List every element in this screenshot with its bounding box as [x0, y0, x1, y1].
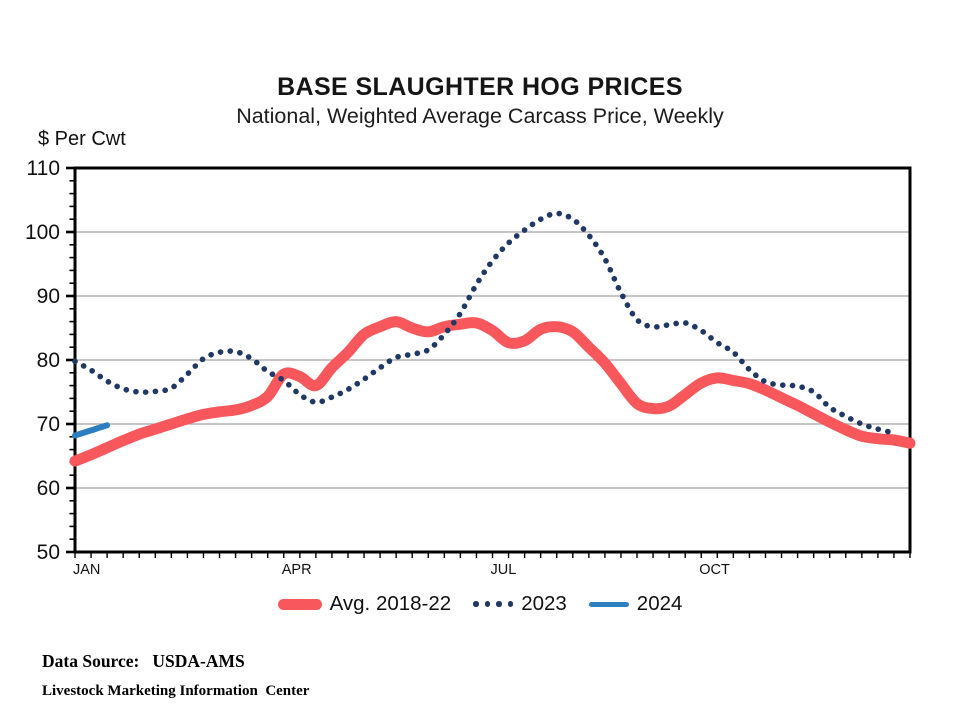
- legend-item-avg-2018-22: Avg. 2018-22: [277, 592, 452, 616]
- footer-organization: Livestock Marketing Information Center: [42, 683, 310, 699]
- x-tick-label-OCT: OCT: [699, 562, 730, 578]
- 2023-dotted-line-marker: [473, 601, 514, 607]
- legend-label-avg-2018-22: Avg. 2018-22: [329, 592, 452, 615]
- y-tick-label-60: 60: [37, 477, 60, 500]
- legend-item-2023: 2023: [473, 592, 567, 616]
- footer-data-source: Data Source: USDA-AMS: [42, 651, 245, 672]
- y-tick-label-70: 70: [37, 413, 60, 436]
- y-axis-unit-label: $ Per Cwt: [38, 128, 126, 150]
- avg-2018-22-line-marker: [277, 598, 322, 610]
- legend-item-2024: 2024: [588, 592, 683, 616]
- y-tick-label-90: 90: [37, 285, 60, 308]
- 2024-line-marker: [588, 601, 629, 607]
- y-tick-label-100: 100: [25, 221, 60, 244]
- legend: Avg. 2018-22 2023 2024: [0, 589, 960, 619]
- y-tick-label-80: 80: [37, 349, 60, 372]
- chart-title: BASE SLAUGHTER HOG PRICES: [277, 73, 683, 101]
- chart-subtitle: National, Weighted Average Carcass Price…: [236, 104, 724, 128]
- dot-icon: [473, 601, 479, 607]
- dot-icon: [507, 601, 514, 607]
- x-tick-label-APR: APR: [282, 562, 312, 578]
- series-line-avg-2018-22: [69, 316, 916, 467]
- dot-icon: [496, 601, 502, 607]
- x-tick-label-JAN: JAN: [73, 562, 100, 578]
- series-line-2023: [72, 210, 897, 436]
- legend-label-2023: 2023: [521, 592, 567, 615]
- dot-icon: [484, 601, 491, 607]
- footer-data-source-label: Data Source:: [42, 651, 140, 671]
- footer-data-source-value: USDA-AMS: [152, 651, 245, 671]
- legend-label-2024: 2024: [636, 592, 683, 615]
- x-tick-label-JUL: JUL: [491, 562, 517, 578]
- y-tick-label-50: 50: [37, 541, 60, 564]
- y-tick-label-110: 110: [27, 157, 60, 180]
- series-line-2024: [72, 422, 111, 439]
